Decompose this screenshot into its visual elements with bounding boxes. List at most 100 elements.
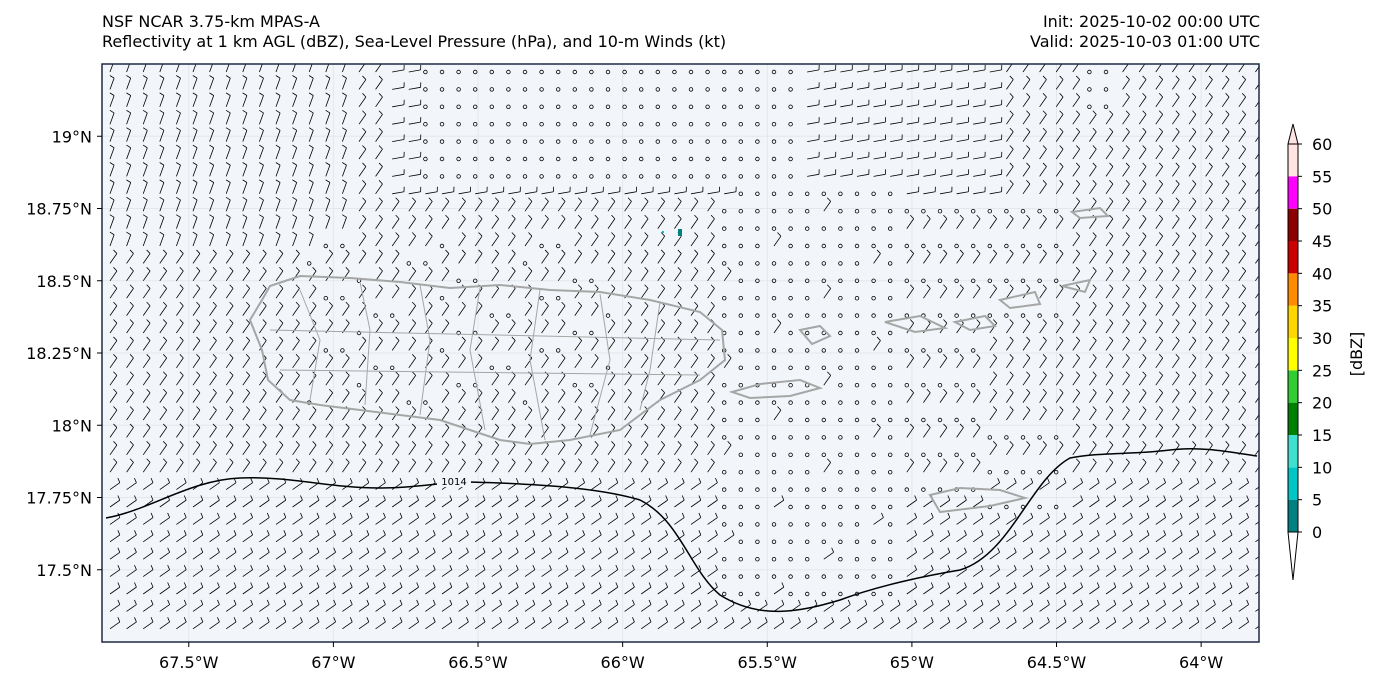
wind-barb — [524, 586, 536, 595]
wind-barb-flag — [308, 109, 314, 114]
calm-wind-marker — [1037, 278, 1042, 283]
calm-wind-marker — [323, 296, 328, 301]
wind-barb-flag — [694, 458, 699, 463]
wind-barb-flag — [159, 109, 165, 114]
calm-wind-marker — [456, 383, 461, 388]
wind-barb-flag — [582, 599, 585, 605]
wind-barb-flag — [1092, 388, 1097, 394]
wind-barb-flag — [428, 232, 433, 237]
calm-wind-marker — [722, 504, 727, 510]
wind-barb-flag — [259, 75, 264, 79]
wind-barb-flag — [146, 336, 151, 341]
colorbar-extend-max — [1287, 123, 1299, 145]
wind-barb-flag — [129, 284, 134, 289]
calm-wind-marker — [589, 278, 594, 283]
wind-barb — [1072, 322, 1081, 334]
wind-barb — [1039, 392, 1047, 403]
wind-barb — [192, 517, 204, 525]
wind-barb-flag — [930, 617, 934, 623]
wind-barb — [1022, 517, 1034, 525]
wind-barb — [823, 69, 836, 73]
wind-barb-flag — [1075, 301, 1080, 307]
wind-barb-flag — [179, 249, 184, 254]
calm-wind-marker — [340, 348, 345, 353]
wind-barb-flag — [183, 547, 187, 553]
wind-barb-flag — [212, 406, 217, 411]
wind-barb — [640, 288, 649, 299]
wind-barb — [508, 462, 516, 473]
wind-barb — [906, 69, 919, 73]
wind-barb — [690, 288, 699, 299]
wind-barb — [325, 551, 336, 560]
wind-barb-flag — [229, 458, 234, 463]
wind-barb — [192, 604, 204, 612]
wind-barb — [574, 462, 583, 473]
wind-barb — [441, 375, 450, 386]
wind-barb-flag — [947, 512, 951, 518]
wind-barb-flag — [432, 582, 436, 588]
wind-barb — [640, 305, 649, 316]
wind-barb-flag — [1142, 371, 1147, 376]
wind-barb-flag — [544, 267, 549, 272]
wind-barb — [109, 95, 115, 107]
wind-barb — [1188, 534, 1200, 543]
wind-barb-flag — [1192, 423, 1197, 428]
wind-barb — [1138, 79, 1147, 90]
colorbar-tick-label: 15 — [1312, 426, 1332, 445]
wind-barb-flag — [333, 530, 336, 536]
wind-barb — [972, 569, 984, 577]
wind-barb-flag — [129, 267, 134, 272]
wind-barb — [192, 64, 197, 73]
wind-barb — [1172, 569, 1183, 577]
wind-barb-flag — [179, 388, 184, 394]
wind-barb — [292, 234, 298, 247]
wind-barb — [1205, 357, 1213, 369]
calm-wind-marker — [771, 139, 777, 144]
wind-barb — [325, 604, 336, 612]
wind-barb — [1122, 131, 1130, 142]
wind-barb — [1221, 305, 1230, 316]
calm-wind-marker — [838, 435, 843, 440]
wind-barb-flag — [482, 547, 486, 553]
calm-wind-marker — [755, 313, 760, 318]
wind-barb — [242, 499, 253, 508]
wind-barb — [142, 462, 151, 473]
wind-barb-flag — [1241, 458, 1246, 463]
wind-barb-flag — [1175, 388, 1180, 394]
wind-barb-flag — [677, 319, 682, 324]
wind-barb — [159, 164, 165, 177]
wind-barb-flag — [947, 617, 951, 623]
calm-wind-marker — [722, 470, 727, 475]
wind-barb — [474, 340, 483, 351]
calm-wind-marker — [854, 383, 860, 388]
wind-barb — [1072, 253, 1081, 264]
wind-barb — [1122, 409, 1130, 421]
wind-barb — [807, 139, 820, 142]
wind-barb — [1072, 183, 1081, 195]
wind-barb — [242, 130, 248, 142]
wind-barb — [142, 253, 151, 264]
wind-barb — [557, 569, 569, 577]
wind-barb-flag — [445, 388, 450, 394]
wind-barb — [109, 392, 118, 403]
calm-wind-marker — [838, 313, 843, 318]
calm-wind-marker — [1103, 69, 1109, 75]
wind-barb-flag — [217, 564, 220, 570]
wind-barb-flag — [943, 249, 948, 254]
wind-barb — [1055, 183, 1064, 195]
wind-barb-flag — [1026, 406, 1031, 411]
wind-barb-flag — [876, 249, 881, 254]
wind-barb — [1155, 148, 1164, 160]
wind-barb — [275, 621, 287, 630]
wind-barb — [1022, 482, 1034, 490]
wind-barb-flag — [1158, 214, 1163, 220]
wind-barb — [591, 604, 602, 612]
calm-wind-marker — [921, 348, 926, 353]
wind-barb-flag — [777, 406, 782, 411]
wind-barb — [973, 139, 986, 142]
wind-barb-flag — [532, 564, 536, 570]
calm-wind-marker — [456, 156, 461, 162]
wind-barb-flag — [366, 617, 370, 623]
wind-barb — [391, 444, 400, 456]
wind-barb-flag — [1175, 145, 1180, 150]
